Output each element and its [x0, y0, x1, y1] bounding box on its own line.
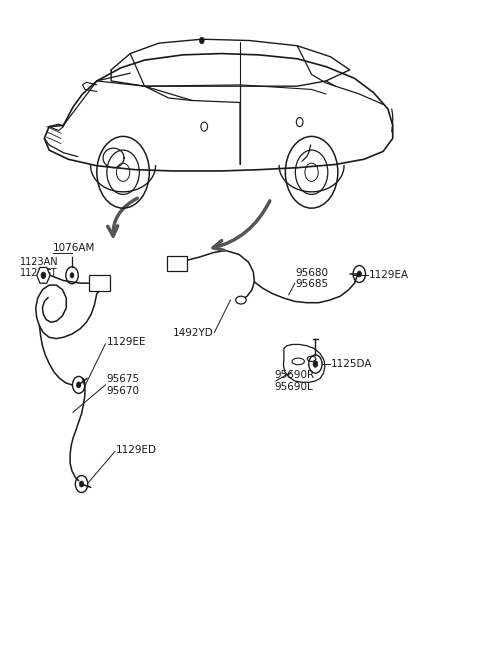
Text: 95690R
95690L: 95690R 95690L [275, 370, 314, 392]
Text: 95680
95685: 95680 95685 [295, 268, 328, 290]
Circle shape [296, 117, 303, 126]
FancyBboxPatch shape [89, 275, 110, 291]
Circle shape [201, 122, 207, 131]
Ellipse shape [307, 356, 316, 362]
Circle shape [41, 272, 46, 278]
Text: 1076AM: 1076AM [53, 243, 96, 253]
Circle shape [76, 382, 81, 388]
Circle shape [199, 37, 204, 44]
Circle shape [79, 481, 84, 487]
Circle shape [313, 361, 318, 367]
Polygon shape [36, 267, 50, 283]
Text: 1492YD: 1492YD [172, 328, 213, 338]
Text: 1123AN
1123GT: 1123AN 1123GT [20, 257, 58, 278]
FancyBboxPatch shape [168, 255, 187, 271]
Ellipse shape [292, 358, 304, 365]
Ellipse shape [236, 296, 246, 304]
Circle shape [70, 272, 74, 278]
Text: 1129EA: 1129EA [369, 271, 409, 280]
Circle shape [240, 298, 242, 302]
Circle shape [357, 271, 361, 277]
Text: 1129EE: 1129EE [107, 337, 146, 347]
Text: 1129ED: 1129ED [116, 445, 157, 455]
Text: 95675
95670: 95675 95670 [107, 374, 140, 396]
Text: 1125DA: 1125DA [331, 359, 372, 369]
